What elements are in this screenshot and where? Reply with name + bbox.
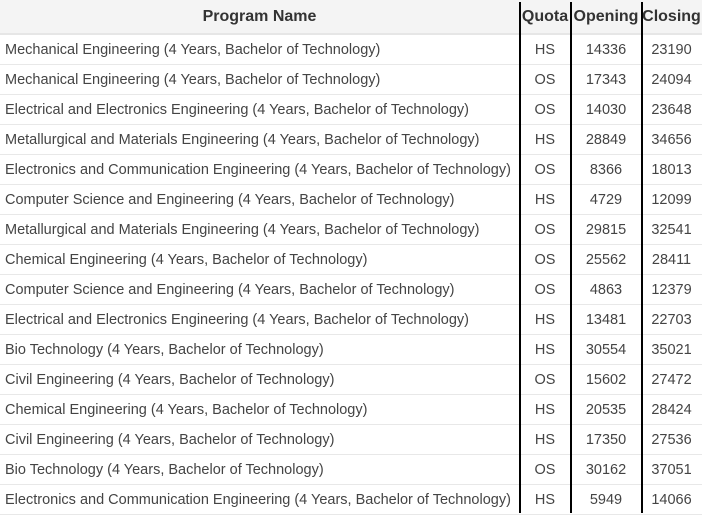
- quota-cell: HS: [519, 304, 571, 335]
- table-row: Chemical Engineering (4 Years, Bachelor …: [0, 394, 702, 425]
- program-name-cell: Bio Technology (4 Years, Bachelor of Tec…: [0, 454, 519, 485]
- program-name-cell: Chemical Engineering (4 Years, Bachelor …: [0, 394, 519, 425]
- table-row: Electrical and Electronics Engineering (…: [0, 304, 702, 335]
- table-row: Metallurgical and Materials Engineering …: [0, 124, 702, 155]
- header-closing[interactable]: Closing: [641, 0, 702, 35]
- opening-rank-cell: 30554: [571, 334, 641, 365]
- table-row: Mechanical Engineering (4 Years, Bachelo…: [0, 64, 702, 95]
- program-name-cell: Metallurgical and Materials Engineering …: [0, 214, 519, 245]
- closing-rank-cell: 27536: [641, 424, 702, 455]
- program-name-cell: Mechanical Engineering (4 Years, Bachelo…: [0, 34, 519, 65]
- program-name-cell: Civil Engineering (4 Years, Bachelor of …: [0, 424, 519, 455]
- opening-rank-cell: 28849: [571, 124, 641, 155]
- opening-rank-cell: 29815: [571, 214, 641, 245]
- table-row: Civil Engineering (4 Years, Bachelor of …: [0, 424, 702, 455]
- program-name-cell: Electronics and Communication Engineerin…: [0, 484, 519, 515]
- program-name-cell: Computer Science and Engineering (4 Year…: [0, 184, 519, 215]
- closing-rank-cell: 14066: [641, 484, 702, 515]
- column-divider: [519, 2, 521, 513]
- closing-rank-cell: 28424: [641, 394, 702, 425]
- table-row: Electrical and Electronics Engineering (…: [0, 94, 702, 125]
- header-row: Program Name Quota Opening Closing: [0, 0, 702, 35]
- table-row: Mechanical Engineering (4 Years, Bachelo…: [0, 34, 702, 65]
- table-row: Computer Science and Engineering (4 Year…: [0, 274, 702, 305]
- closing-rank-cell: 18013: [641, 154, 702, 185]
- closing-rank-cell: 12099: [641, 184, 702, 215]
- closing-rank-cell: 24094: [641, 64, 702, 95]
- program-name-cell: Electronics and Communication Engineerin…: [0, 154, 519, 185]
- closing-rank-cell: 23648: [641, 94, 702, 125]
- program-name-cell: Electrical and Electronics Engineering (…: [0, 94, 519, 125]
- quota-cell: HS: [519, 424, 571, 455]
- quota-cell: OS: [519, 64, 571, 95]
- program-name-cell: Metallurgical and Materials Engineering …: [0, 124, 519, 155]
- quota-cell: OS: [519, 94, 571, 125]
- table-row: Electronics and Communication Engineerin…: [0, 484, 702, 515]
- program-name-cell: Computer Science and Engineering (4 Year…: [0, 274, 519, 305]
- header-quota[interactable]: Quota: [519, 0, 571, 35]
- table-row: Bio Technology (4 Years, Bachelor of Tec…: [0, 454, 702, 485]
- quota-cell: OS: [519, 244, 571, 275]
- table-row: Civil Engineering (4 Years, Bachelor of …: [0, 364, 702, 395]
- opening-rank-cell: 17343: [571, 64, 641, 95]
- opening-rank-cell: 4729: [571, 184, 641, 215]
- column-divider: [641, 2, 643, 513]
- quota-cell: HS: [519, 334, 571, 365]
- program-name-cell: Bio Technology (4 Years, Bachelor of Tec…: [0, 334, 519, 365]
- opening-rank-cell: 4863: [571, 274, 641, 305]
- opening-rank-cell: 25562: [571, 244, 641, 275]
- closing-rank-cell: 27472: [641, 364, 702, 395]
- table-row: Electronics and Communication Engineerin…: [0, 154, 702, 185]
- opening-rank-cell: 17350: [571, 424, 641, 455]
- program-name-cell: Mechanical Engineering (4 Years, Bachelo…: [0, 64, 519, 95]
- quota-cell: HS: [519, 124, 571, 155]
- quota-cell: HS: [519, 184, 571, 215]
- quota-cell: OS: [519, 214, 571, 245]
- closing-rank-cell: 23190: [641, 34, 702, 65]
- quota-cell: HS: [519, 34, 571, 65]
- program-name-cell: Chemical Engineering (4 Years, Bachelor …: [0, 244, 519, 275]
- quota-cell: OS: [519, 454, 571, 485]
- opening-rank-cell: 20535: [571, 394, 641, 425]
- column-divider: [570, 2, 572, 513]
- closing-rank-cell: 34656: [641, 124, 702, 155]
- quota-cell: HS: [519, 484, 571, 515]
- program-name-cell: Electrical and Electronics Engineering (…: [0, 304, 519, 335]
- quota-cell: OS: [519, 154, 571, 185]
- opening-rank-cell: 14336: [571, 34, 641, 65]
- program-name-cell: Civil Engineering (4 Years, Bachelor of …: [0, 364, 519, 395]
- header-program-name[interactable]: Program Name: [0, 0, 519, 35]
- opening-rank-cell: 15602: [571, 364, 641, 395]
- opening-rank-cell: 8366: [571, 154, 641, 185]
- quota-cell: OS: [519, 274, 571, 305]
- table-row: Computer Science and Engineering (4 Year…: [0, 184, 702, 215]
- closing-rank-cell: 37051: [641, 454, 702, 485]
- opening-rank-cell: 14030: [571, 94, 641, 125]
- table-row: Bio Technology (4 Years, Bachelor of Tec…: [0, 334, 702, 365]
- closing-rank-cell: 22703: [641, 304, 702, 335]
- closing-rank-cell: 35021: [641, 334, 702, 365]
- header-opening[interactable]: Opening: [571, 0, 641, 35]
- table-row: Metallurgical and Materials Engineering …: [0, 214, 702, 245]
- table-row: Chemical Engineering (4 Years, Bachelor …: [0, 244, 702, 275]
- closing-rank-cell: 28411: [641, 244, 702, 275]
- closing-rank-cell: 12379: [641, 274, 702, 305]
- opening-rank-cell: 13481: [571, 304, 641, 335]
- quota-cell: OS: [519, 364, 571, 395]
- opening-rank-cell: 30162: [571, 454, 641, 485]
- opening-rank-cell: 5949: [571, 484, 641, 515]
- quota-cell: HS: [519, 394, 571, 425]
- closing-rank-cell: 32541: [641, 214, 702, 245]
